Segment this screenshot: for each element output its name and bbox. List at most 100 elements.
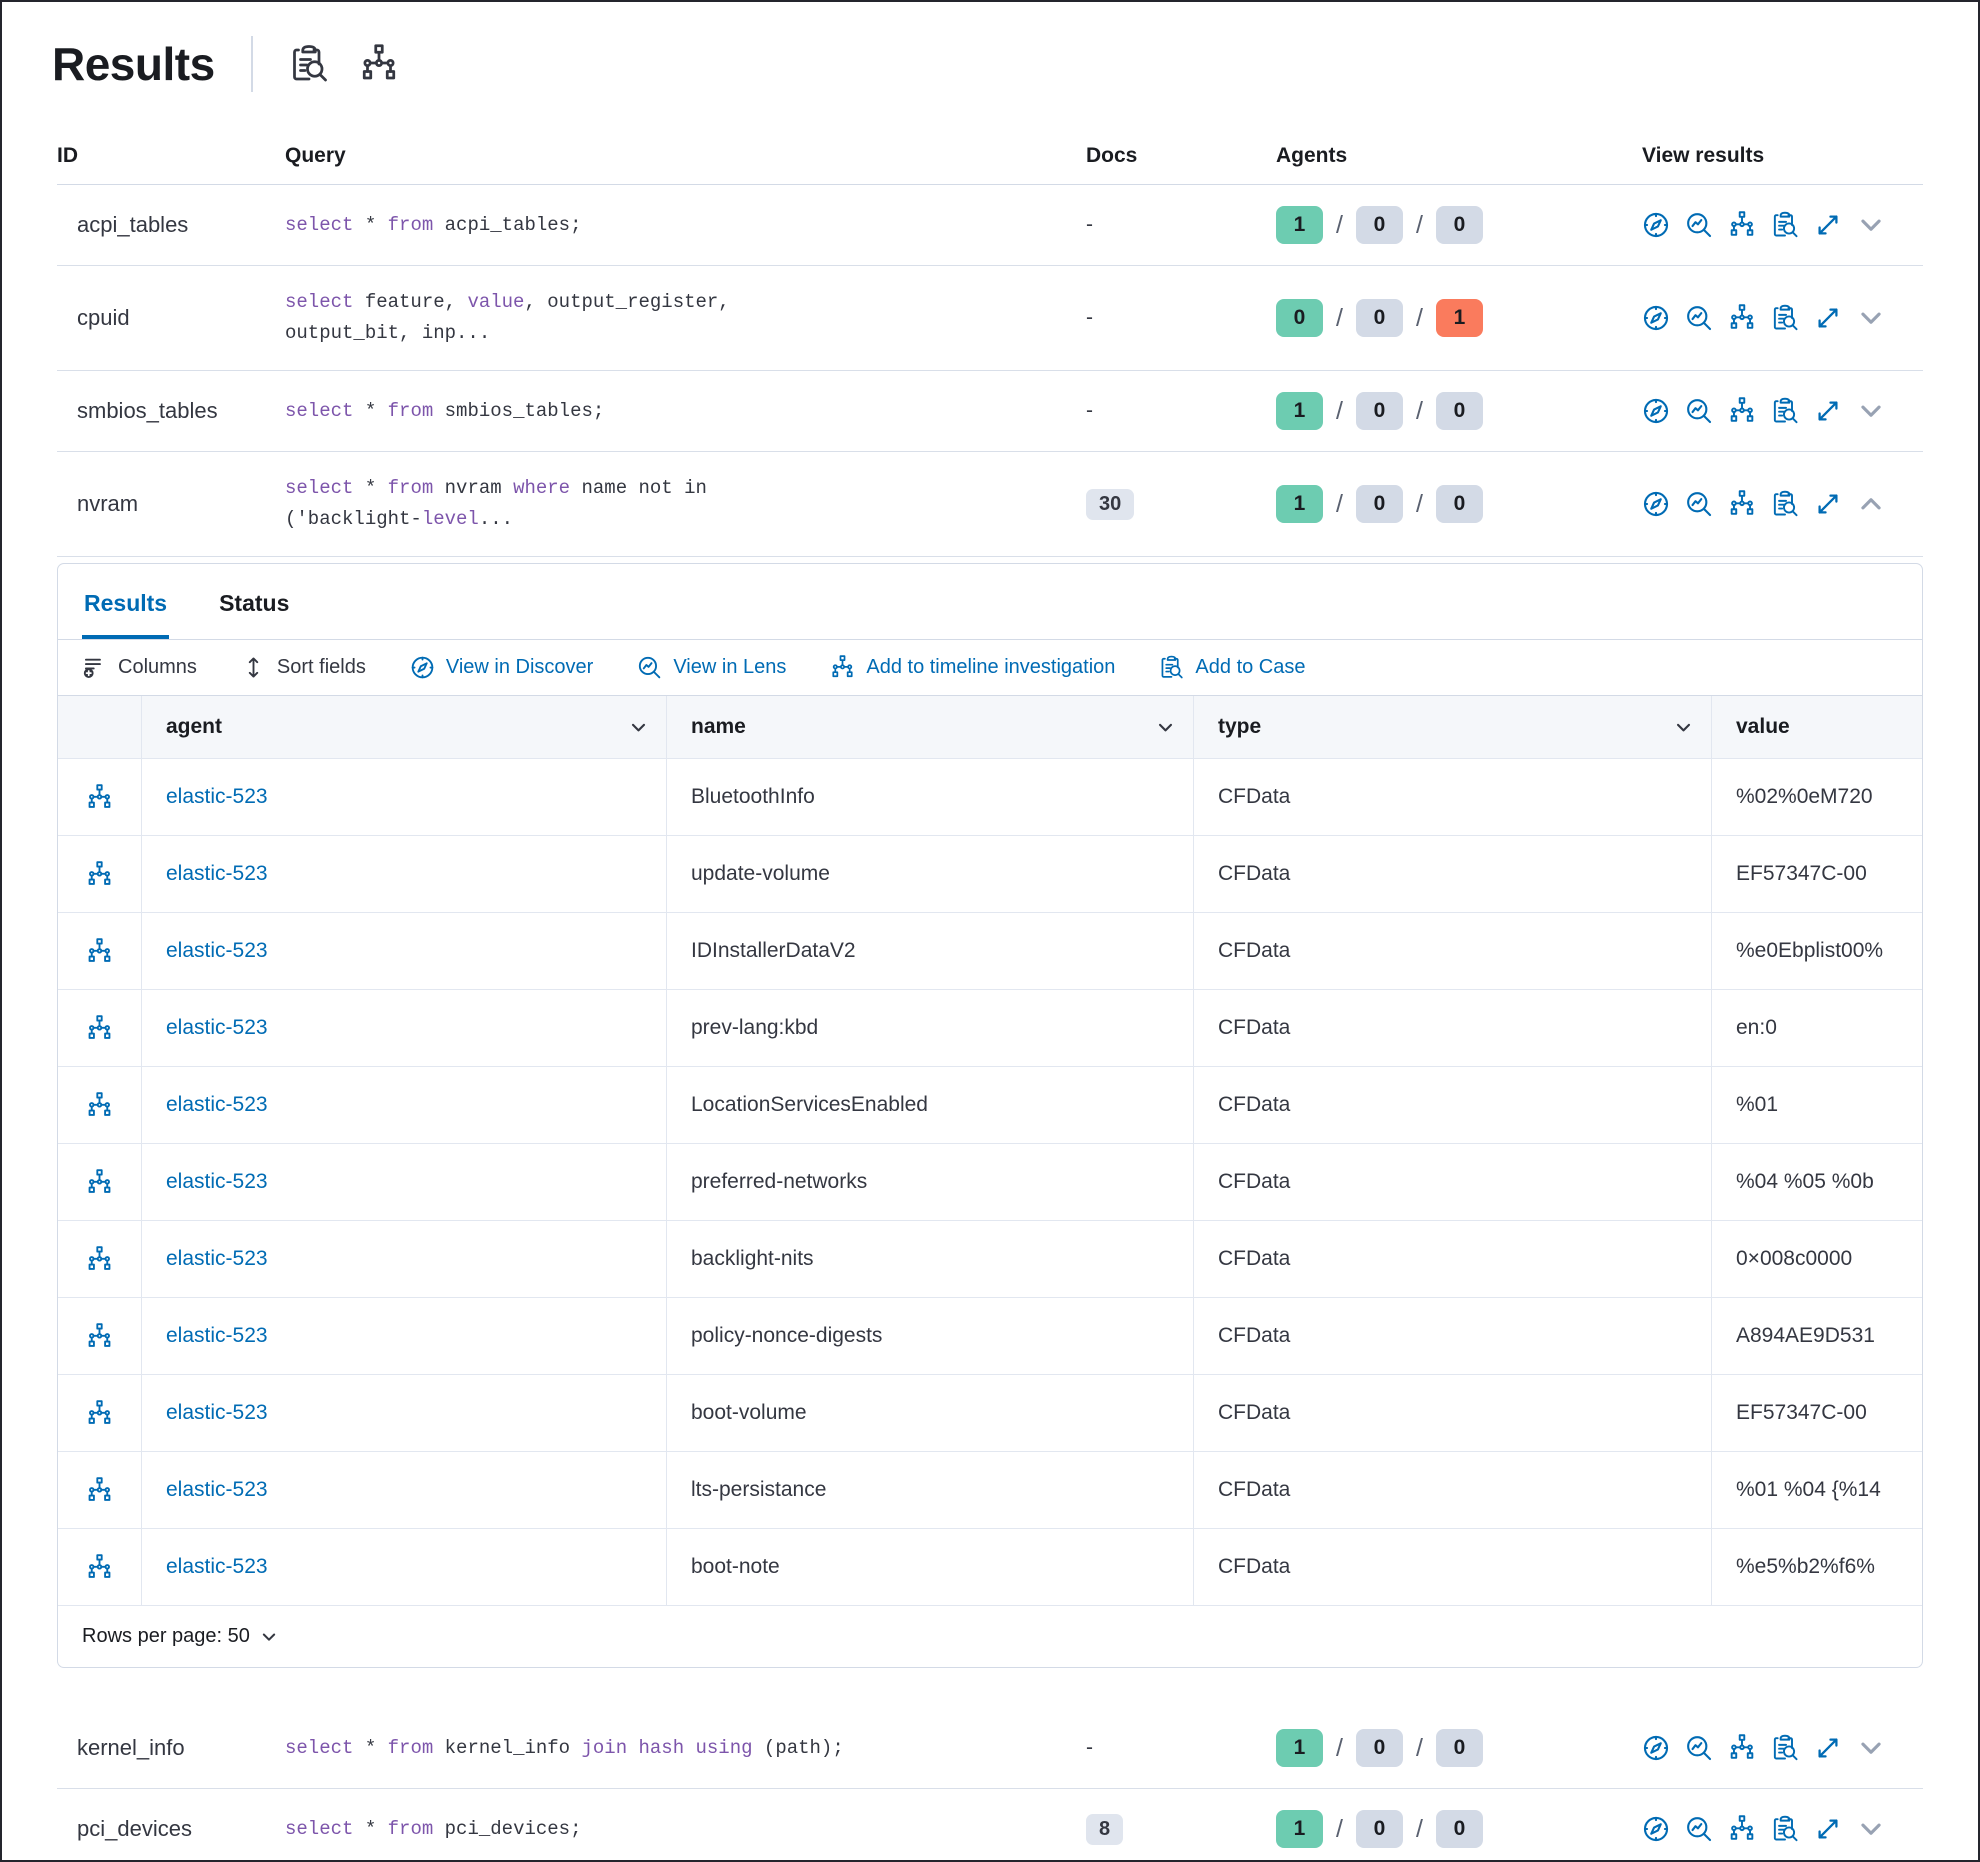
timeline-icon[interactable] (86, 1477, 113, 1504)
agent-link[interactable]: elastic-523 (166, 1170, 268, 1193)
add-to-case-icon[interactable] (1771, 397, 1799, 425)
chevron-up-icon[interactable] (1857, 490, 1885, 518)
chevron-down-icon[interactable] (1857, 397, 1885, 425)
agents-success-badge: 1 (1276, 392, 1323, 430)
timeline-icon[interactable] (86, 784, 113, 811)
add-to-timeline-button[interactable]: Add to timeline investigation (830, 655, 1115, 680)
chevron-down-icon (1674, 718, 1693, 737)
timeline-icon[interactable] (86, 1554, 113, 1581)
timeline-icon[interactable] (86, 1323, 113, 1350)
add-to-case-icon[interactable] (1771, 211, 1799, 239)
agent-link[interactable]: elastic-523 (166, 939, 268, 962)
timeline-icon[interactable] (86, 1169, 113, 1196)
agent-link[interactable]: elastic-523 (166, 1478, 268, 1501)
row-actions (58, 990, 142, 1066)
query-id: pci_devices (77, 1816, 192, 1841)
query-agents: 1 / 0 / 0 (1242, 1708, 1622, 1788)
cell-name: boot-volume (667, 1375, 1194, 1451)
timeline-icon[interactable] (86, 938, 113, 965)
sort-fields-button[interactable]: Sort fields (241, 655, 366, 680)
agent-link[interactable]: elastic-523 (166, 1324, 268, 1347)
add-to-timeline-icon[interactable] (1728, 1734, 1756, 1762)
columns-button[interactable]: Columns (82, 655, 197, 680)
row-actions (58, 759, 142, 835)
chevron-down-icon[interactable] (1857, 304, 1885, 332)
header-type[interactable]: type (1194, 696, 1712, 758)
sitemap-icon[interactable] (359, 44, 399, 84)
query-view-actions (1622, 1713, 1923, 1783)
query-line: select * from kernel_info join hash usin… (285, 1733, 1062, 1764)
timeline-icon[interactable] (86, 1092, 113, 1119)
add-to-timeline-icon[interactable] (1728, 304, 1756, 332)
chevron-down-icon[interactable] (1857, 1815, 1885, 1843)
view-in-lens-icon[interactable] (1685, 304, 1713, 332)
cell-agent: elastic-523 (142, 1298, 667, 1374)
sql-keyword: from (387, 477, 434, 499)
expand-icon[interactable] (1814, 397, 1842, 425)
row-actions (58, 1298, 142, 1374)
view-in-discover-icon[interactable] (1642, 1734, 1670, 1762)
view-in-discover-icon[interactable] (1642, 1815, 1670, 1843)
view-in-discover-icon[interactable] (1642, 211, 1670, 239)
agent-link[interactable]: elastic-523 (166, 1093, 268, 1116)
expand-icon[interactable] (1814, 1815, 1842, 1843)
slash-separator: / (1336, 1733, 1343, 1762)
add-to-timeline-icon[interactable] (1728, 1815, 1756, 1843)
add-to-case-icon[interactable] (1771, 1815, 1799, 1843)
queries-table: ID Query Docs Agents View results acpi_t… (57, 126, 1923, 1860)
query-line: ('backlight-level... (285, 504, 1062, 535)
view-in-lens-icon[interactable] (1685, 1734, 1713, 1762)
view-in-discover-icon[interactable] (1642, 304, 1670, 332)
expand-icon[interactable] (1814, 304, 1842, 332)
agent-link[interactable]: elastic-523 (166, 1247, 268, 1270)
agent-link[interactable]: elastic-523 (166, 862, 268, 885)
tab-status[interactable]: Status (219, 590, 290, 616)
add-to-timeline-icon[interactable] (1728, 490, 1756, 518)
view-in-lens-icon[interactable] (1685, 1815, 1713, 1843)
sql-keyword: from (387, 399, 434, 422)
timeline-icon[interactable] (86, 1015, 113, 1042)
view-in-lens-button[interactable]: View in Lens (637, 655, 786, 680)
view-in-lens-icon[interactable] (1685, 397, 1713, 425)
timeline-icon[interactable] (86, 1400, 113, 1427)
inspect-icon[interactable] (289, 44, 329, 84)
agents-success-badge: 1 (1276, 1729, 1323, 1767)
add-to-case-icon[interactable] (1771, 304, 1799, 332)
view-in-lens-icon[interactable] (1685, 211, 1713, 239)
header-agent[interactable]: agent (142, 696, 667, 758)
query-row: smbios_tables select * from smbios_table… (57, 371, 1923, 452)
sql-text: * (353, 399, 388, 422)
timeline-icon[interactable] (86, 861, 113, 888)
cell-agent: elastic-523 (142, 1529, 667, 1605)
expand-icon[interactable] (1814, 1734, 1842, 1762)
add-to-case-icon[interactable] (1771, 1734, 1799, 1762)
sql-keyword: join hash using (581, 1736, 753, 1759)
rows-per-page-control[interactable]: Rows per page: 50 (58, 1606, 1922, 1667)
view-in-discover-icon[interactable] (1642, 397, 1670, 425)
agent-link[interactable]: elastic-523 (166, 1401, 268, 1424)
sql-keyword: from (387, 1736, 434, 1759)
add-to-case-button[interactable]: Add to Case (1159, 655, 1306, 680)
tab-results[interactable]: Results (82, 564, 170, 639)
sql-keyword: level (421, 508, 479, 530)
add-to-case-icon[interactable] (1771, 490, 1799, 518)
expand-icon[interactable] (1814, 211, 1842, 239)
view-in-discover-button[interactable]: View in Discover (410, 655, 593, 680)
add-to-timeline-icon[interactable] (1728, 397, 1756, 425)
sql-text: (path); (752, 1736, 844, 1759)
chevron-down-icon[interactable] (1857, 1734, 1885, 1762)
add-to-timeline-icon[interactable] (1728, 211, 1756, 239)
chevron-down-icon[interactable] (1857, 211, 1885, 239)
view-in-discover-icon[interactable] (1642, 490, 1670, 518)
results-grid-header: agent name type value (58, 696, 1922, 759)
expand-icon[interactable] (1814, 490, 1842, 518)
query-line: select * from nvram where name not in (285, 473, 1062, 504)
col-header-docs: Docs (1086, 144, 1138, 167)
header-actions (58, 696, 142, 758)
timeline-icon[interactable] (86, 1246, 113, 1273)
agent-link[interactable]: elastic-523 (166, 1016, 268, 1039)
agent-link[interactable]: elastic-523 (166, 785, 268, 808)
view-in-lens-icon[interactable] (1685, 490, 1713, 518)
header-name[interactable]: name (667, 696, 1194, 758)
agent-link[interactable]: elastic-523 (166, 1555, 268, 1578)
